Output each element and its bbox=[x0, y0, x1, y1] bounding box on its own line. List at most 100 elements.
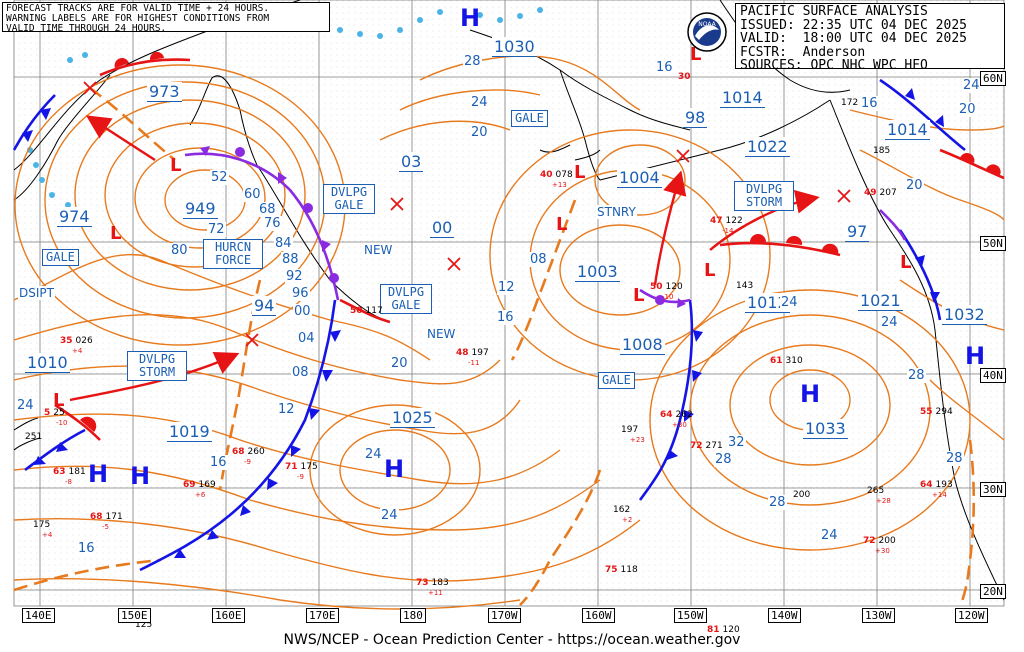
pressure-center-high-1033: H bbox=[800, 380, 821, 408]
longitude-label: 180 bbox=[400, 608, 426, 623]
isobar-1012-ne bbox=[849, 109, 1005, 131]
station-plot: 55 294 bbox=[920, 407, 953, 417]
station-plot: 72 200 +30 bbox=[863, 536, 896, 556]
station-plot: 35 026 +4 bbox=[60, 336, 93, 356]
isobar-label: 20 bbox=[958, 102, 977, 117]
cold-fronts bbox=[12, 78, 966, 572]
station-tendency: +2 bbox=[622, 516, 633, 524]
warning-label: HURCN FORCE bbox=[203, 239, 263, 269]
pressure-center-high-1025: H bbox=[384, 455, 405, 483]
station-tendency: +6 bbox=[195, 491, 206, 499]
isobar-1028-n bbox=[419, 55, 641, 111]
warm-front-4 bbox=[54, 403, 101, 441]
isobar-968 bbox=[104, 122, 286, 268]
warning-label: DVLPG GALE bbox=[380, 284, 432, 314]
isobar-1028 bbox=[729, 344, 891, 466]
isobar-label: 16 bbox=[209, 455, 228, 470]
station-plot: 61 310 bbox=[770, 356, 803, 366]
longitude-label: 170E bbox=[306, 608, 339, 623]
valid-time: VALID: 18:00 UTC 04 DEC 2025 bbox=[740, 31, 967, 46]
isobar-1016 bbox=[13, 465, 601, 531]
pressure-center-high-alaska: H bbox=[130, 462, 151, 490]
isobar-1020-east bbox=[649, 289, 971, 551]
station-pressure: 175 bbox=[300, 462, 318, 472]
warm-front-5 bbox=[339, 298, 391, 324]
graticule bbox=[13, 0, 1005, 607]
station-plot: 73 183 +11 bbox=[416, 578, 449, 598]
pressure-value: 1008 bbox=[620, 335, 665, 355]
pressure-value: 1004 bbox=[617, 168, 662, 188]
isobar-label: 68 bbox=[258, 202, 277, 217]
station-pressure: 117 bbox=[365, 306, 383, 316]
station-temp: 68 bbox=[90, 512, 103, 522]
isobar-label: 20 bbox=[905, 178, 924, 193]
station-plot: 5 25 -10 bbox=[44, 408, 67, 428]
station-plot: 125 bbox=[132, 620, 152, 630]
footer-credit: NWS/NCEP - Ocean Prediction Center - htt… bbox=[283, 632, 741, 648]
pressure-center-high-1019: H bbox=[88, 460, 109, 488]
station-tendency: -8 bbox=[65, 478, 72, 486]
trough-6 bbox=[13, 558, 161, 592]
station-plot: 81 120 bbox=[707, 625, 740, 635]
isobar-1004 bbox=[13, 314, 501, 385]
pressure-center-high-westcoast: H bbox=[965, 342, 986, 370]
longitude-label: 170W bbox=[488, 608, 521, 623]
isobar-label: 76 bbox=[263, 216, 282, 231]
pressure-center-low-1003: L bbox=[633, 285, 645, 306]
trough-3 bbox=[510, 199, 577, 361]
station-pressure: 200 bbox=[793, 490, 811, 500]
station-pressure: 122 bbox=[725, 216, 743, 226]
station-plot: 72 271 bbox=[690, 441, 723, 451]
warning-label: GALE bbox=[598, 372, 635, 389]
isobar-label: 92 bbox=[285, 269, 304, 284]
station-temp: 64 bbox=[920, 480, 933, 490]
station-pressure: 310 bbox=[785, 356, 803, 366]
isobar-label: 24 bbox=[880, 315, 899, 330]
station-tendency: +13 bbox=[552, 181, 567, 189]
isobar-label: 00 bbox=[293, 304, 312, 319]
trough-4 bbox=[519, 469, 602, 606]
pressure-value: 94 bbox=[252, 296, 277, 316]
occluded-front-1 bbox=[184, 152, 340, 301]
station-plot: 143 bbox=[733, 281, 753, 291]
station-plot: 69 169 +6 bbox=[183, 480, 216, 500]
isobar-label: 88 bbox=[281, 252, 300, 267]
station-plot: 200 bbox=[790, 490, 810, 500]
isobar-label: 96 bbox=[291, 286, 310, 301]
station-plot: 63 181 -8 bbox=[53, 467, 86, 487]
isobar-label: 12 bbox=[277, 402, 296, 417]
station-plot: 265 +28 bbox=[864, 486, 891, 506]
isobar-label: 28 bbox=[714, 452, 733, 467]
station-temp: 61 bbox=[770, 356, 783, 366]
pressure-value: 1003 bbox=[575, 262, 620, 282]
isobar-1016-ne bbox=[859, 149, 1005, 221]
station-tendency: -11 bbox=[468, 359, 480, 367]
station-pressure: 185 bbox=[873, 146, 891, 156]
forecast-positions bbox=[83, 81, 851, 347]
station-pressure: 175 bbox=[33, 520, 51, 530]
pressure-value: 1014 bbox=[885, 120, 930, 140]
annotation-label: DSIPT bbox=[18, 286, 55, 300]
station-temp: 40 bbox=[540, 170, 553, 180]
station-temp: 35 bbox=[60, 336, 73, 346]
isobar-1024-n bbox=[399, 89, 541, 111]
station-pressure: 262 bbox=[675, 410, 693, 420]
pressure-value: 974 bbox=[57, 207, 92, 227]
pressure-center-low-949: L bbox=[170, 155, 182, 176]
coast-japan bbox=[13, 417, 41, 451]
isobar-label: 20 bbox=[470, 125, 489, 140]
isobar-label: 16 bbox=[860, 96, 879, 111]
coast-aleutians bbox=[539, 144, 601, 161]
isobar-1024 bbox=[13, 577, 521, 610]
station-pressure: 251 bbox=[25, 432, 43, 442]
pressure-value: 97 bbox=[845, 222, 870, 242]
station-plot: 68 171 -5 bbox=[90, 512, 123, 532]
station-tendency: -9 bbox=[297, 473, 304, 481]
cold-front-6 bbox=[24, 428, 86, 472]
note-line-3: VALID TIME THROUGH 24 HOURS. bbox=[6, 23, 167, 34]
station-tendency: +4 bbox=[72, 347, 83, 355]
trough-1 bbox=[89, 86, 176, 162]
station-plot: 251 bbox=[22, 432, 42, 442]
cold-front-1 bbox=[139, 299, 337, 572]
station-pressure: 118 bbox=[620, 565, 638, 575]
